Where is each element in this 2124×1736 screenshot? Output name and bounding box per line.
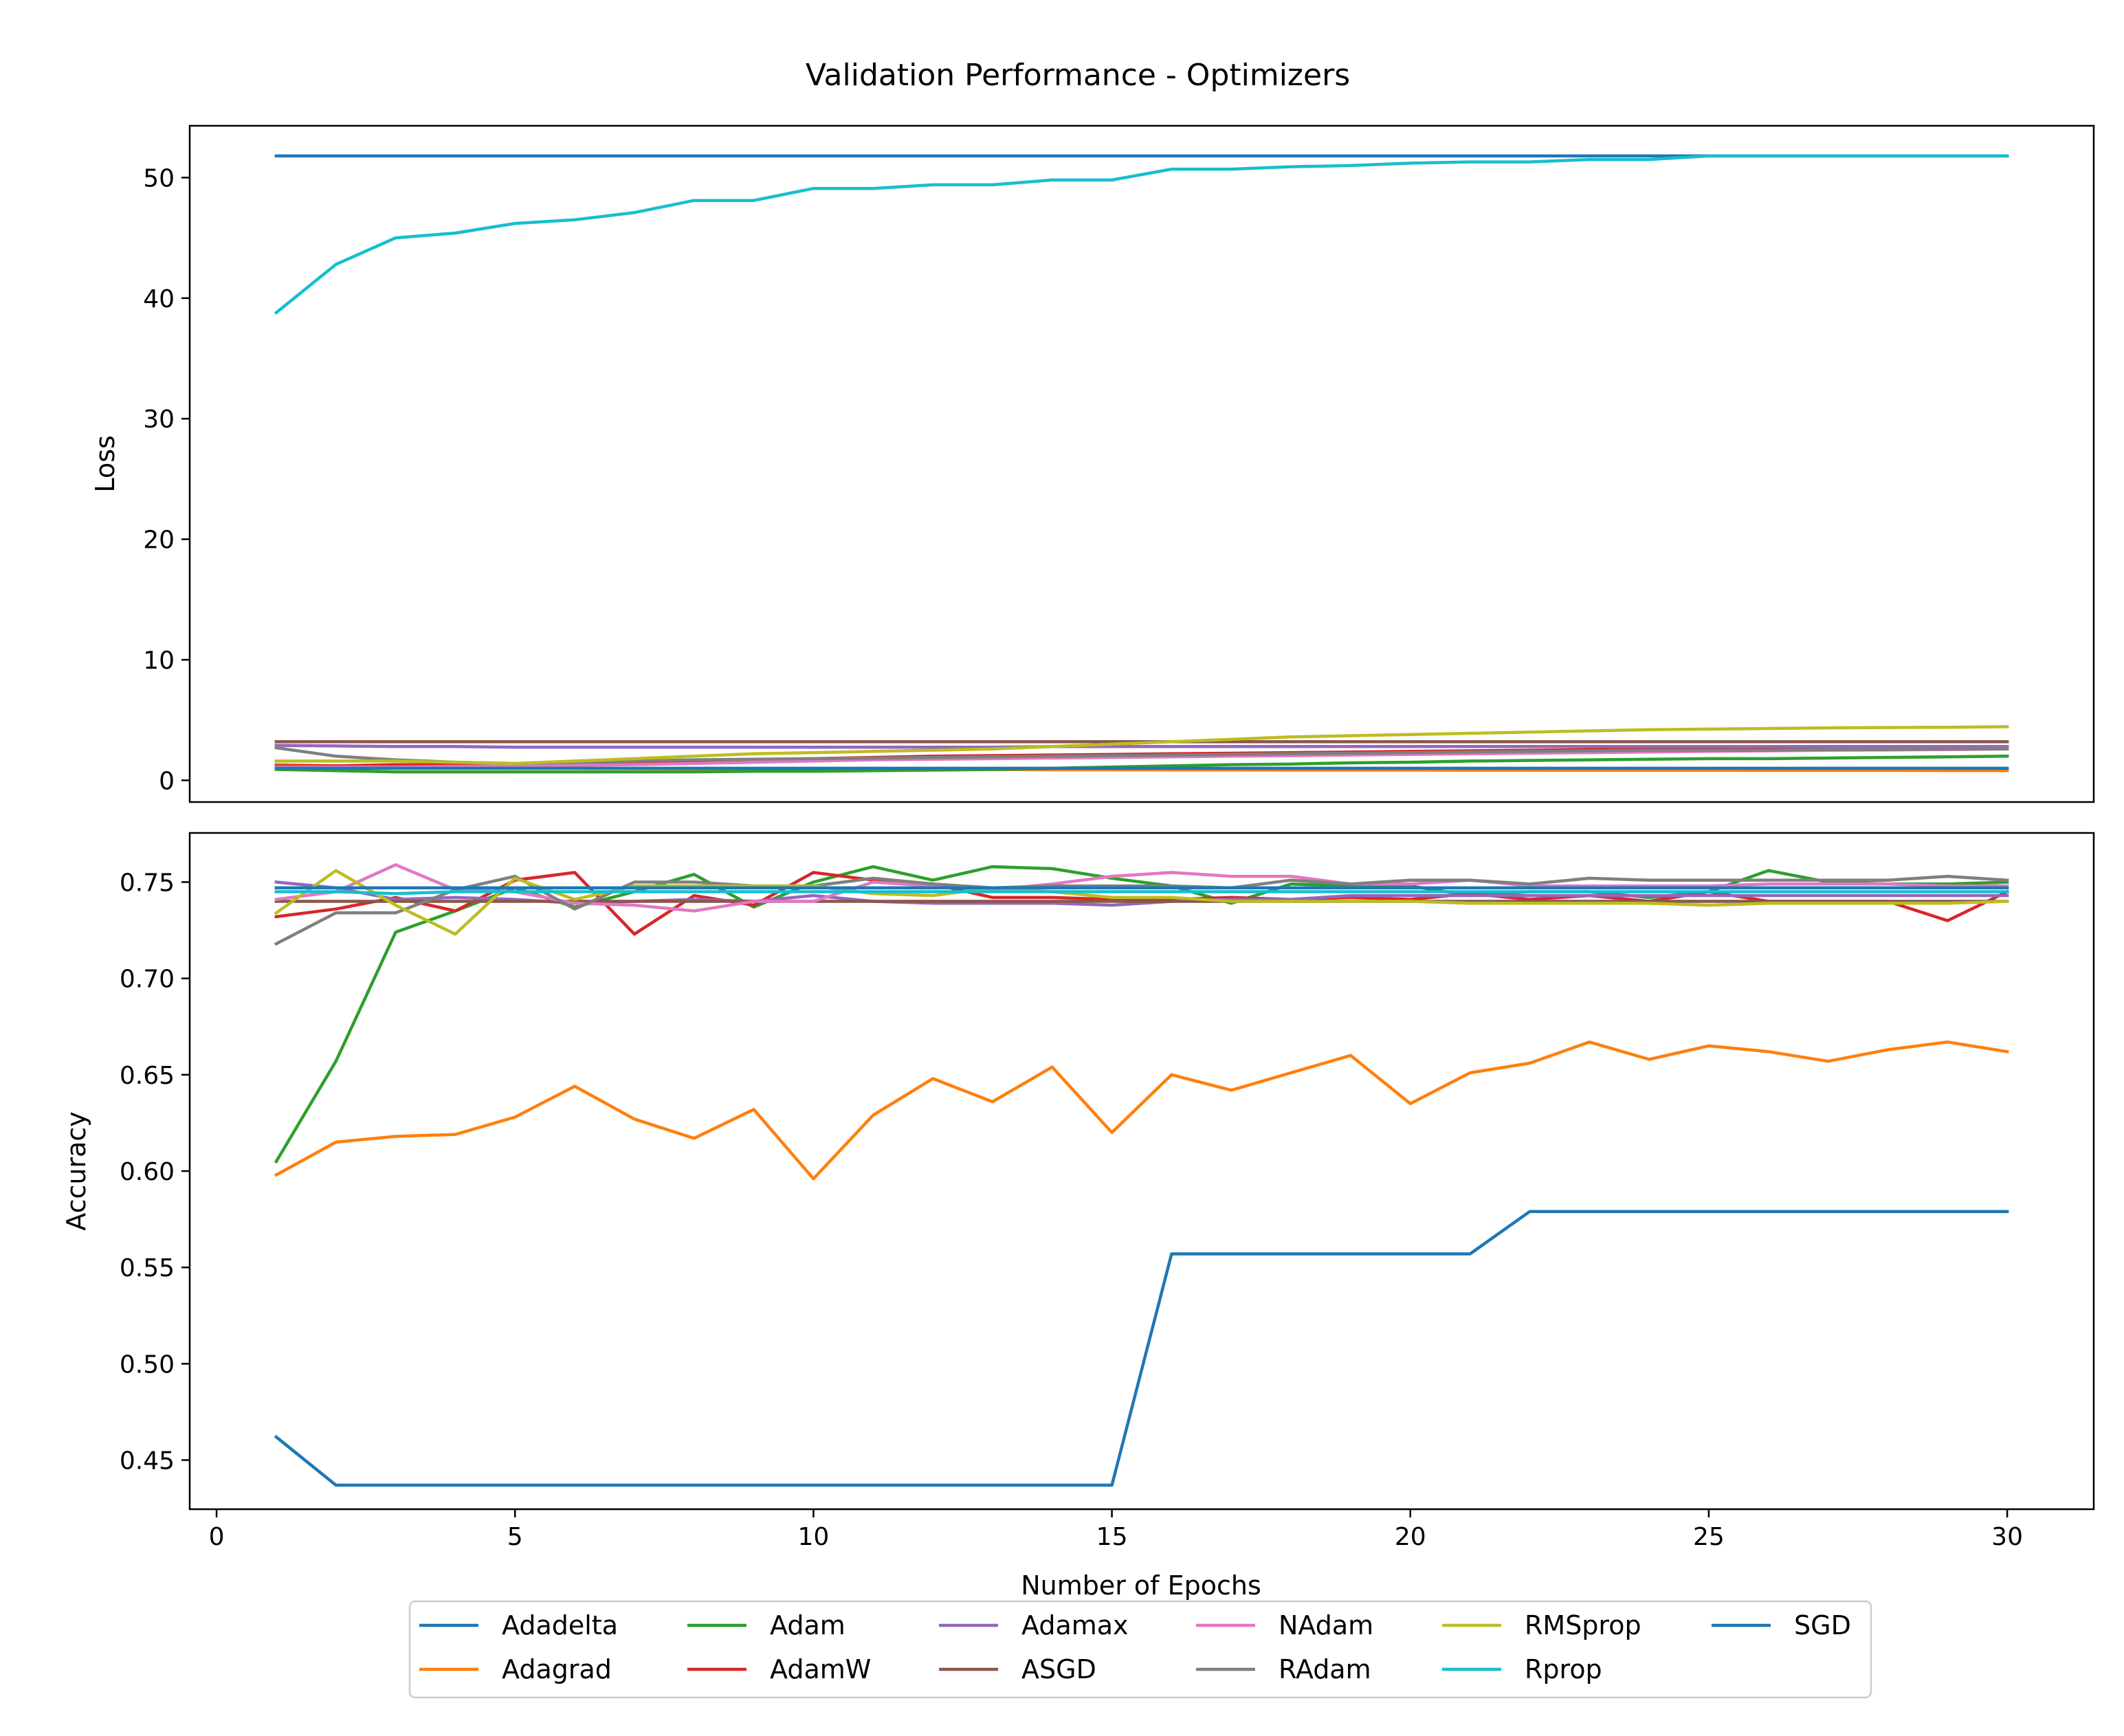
legend-item-rprop: Rprop [1442,1654,1602,1684]
loss-y-axis-label: Loss [90,435,120,492]
x-tick-label: 0 [209,1523,225,1551]
legend-item-nadam: NAdam [1196,1610,1373,1640]
legend-label: NAdam [1279,1610,1373,1640]
loss-y-tick-label: 50 [143,164,175,192]
accuracy-line-nadam [274,863,2009,913]
chart-title: Validation Performance - Optimizers [806,58,1350,93]
accuracy-series-lines [274,863,2010,1487]
legend-item-adadelta: Adadelta [419,1610,618,1640]
loss-line-adam [274,755,2009,774]
accuracy-line-adadelta [274,1210,2009,1487]
accuracy-plot-frame [188,832,2095,1511]
accuracy-y-tick-label: 0.50 [120,1350,175,1379]
accuracy-line-radam [274,874,2009,946]
legend-label: AdamW [770,1654,871,1684]
x-tick-label: 20 [1395,1523,1426,1551]
accuracy-y-axis-label: Accuracy [61,1111,91,1231]
loss-line-adamax [274,744,2009,749]
legend-label: Adam [770,1610,845,1640]
loss-panel: 0 10 20 30 40 50 Loss [90,124,2095,803]
legend-item-sgd: SGD [1712,1610,1851,1640]
legend-item-adagrad: Adagrad [419,1654,612,1684]
legend-label: Rprop [1525,1654,1602,1684]
accuracy-y-tick-label: 0.75 [120,869,175,897]
legend-item-adamax: Adamax [939,1610,1129,1640]
accuracy-line-rprop [274,890,2009,895]
loss-line-rprop [274,154,2009,315]
legend-frame [408,1600,1872,1699]
loss-y-ticks: 0 10 20 30 40 50 [143,164,190,795]
loss-series-lines [274,154,2009,774]
legend-label: Adamax [1021,1610,1129,1640]
accuracy-line-adagrad [274,1040,2009,1181]
accuracy-y-tick-label: 0.60 [120,1158,175,1186]
legend-label: RMSprop [1525,1610,1641,1640]
legend-item-adamw: AdamW [687,1654,871,1684]
x-axis-label: Number of Epochs [1021,1570,1261,1601]
x-tick-label: 30 [1991,1523,2023,1551]
x-axis-ticks: 0 5 10 15 20 25 30 [209,1509,2023,1551]
loss-y-tick-label: 40 [143,285,175,313]
legend-item-asgd: ASGD [939,1654,1096,1684]
accuracy-y-tick-label: 0.45 [120,1447,175,1476]
legend-label: Adagrad [502,1654,612,1684]
accuracy-y-ticks: 0.45 0.50 0.55 0.60 0.65 0.70 0.75 [120,869,190,1476]
legend-item-radam: RAdam [1196,1654,1371,1684]
x-tick-label: 15 [1096,1523,1128,1551]
accuracy-line-adamw [274,871,2010,936]
loss-y-tick-label: 10 [143,647,175,675]
legend-item-adam: Adam [687,1610,845,1640]
loss-y-tick-label: 0 [159,767,175,795]
loss-line-rmsprop [274,725,2009,766]
accuracy-line-rmsprop [274,869,2009,936]
loss-plot-frame [188,124,2095,803]
x-tick-label: 5 [507,1523,523,1551]
legend-label: RAdam [1279,1654,1371,1684]
accuracy-y-tick-label: 0.65 [120,1062,175,1090]
x-tick-label: 10 [798,1523,830,1551]
loss-y-tick-label: 20 [143,526,175,555]
accuracy-panel: 0.45 0.50 0.55 0.60 0.65 0.70 0.75 0 5 10 15 20 25 3… [61,832,2095,1601]
legend-label: ASGD [1021,1654,1096,1684]
legend-label: SGD [1794,1610,1851,1640]
legend-label: Adadelta [502,1610,618,1640]
loss-y-tick-label: 30 [143,405,175,434]
legend-item-rmsprop: RMSprop [1442,1610,1641,1640]
legend: Adadelta Adagrad Adam AdamW Adamax ASGD NAdam R… [408,1600,1872,1699]
accuracy-y-tick-label: 0.55 [120,1254,175,1282]
x-tick-label: 25 [1693,1523,1725,1551]
accuracy-y-tick-label: 0.70 [120,966,175,994]
